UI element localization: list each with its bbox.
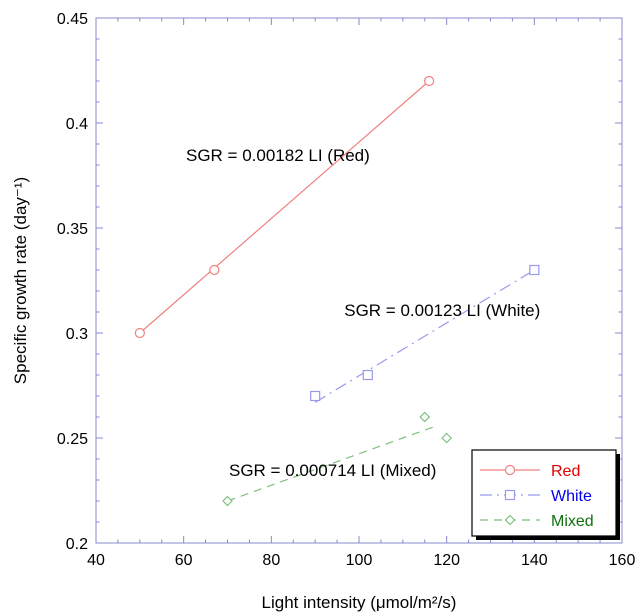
fit-line-mixed (227, 424, 439, 502)
x-tick-label: 100 (346, 552, 373, 569)
data-point (529, 264, 540, 276)
x-tick-label: 40 (87, 552, 105, 569)
annotations: SGR = 0.00182 LI (Red) SGR = 0.00123 LI (… (186, 146, 540, 480)
equation-annotation: SGR = 0.00182 LI (Red) (186, 146, 370, 165)
data-point (424, 75, 435, 87)
legend-label-mixed: Mixed (551, 513, 594, 530)
data-point (441, 432, 453, 444)
x-tick-label: 60 (175, 552, 193, 569)
equation-annotation: SGR = 0.000714 LI (Mixed) (229, 461, 436, 480)
legend-label-red: Red (551, 463, 580, 480)
axes: 40 60 80 100 120 140 160 0.2 0.25 0.3 0.35 0.4 0.45 (57, 11, 636, 569)
legend: Red White Mixed (471, 449, 620, 540)
series-layer (134, 75, 540, 507)
fit-line-white (314, 269, 535, 403)
x-tick-label: 140 (521, 552, 548, 569)
y-tick-label: 0.3 (66, 326, 88, 343)
data-point (419, 411, 431, 423)
series-mixed (222, 411, 453, 507)
data-point (222, 495, 233, 507)
x-axis-title: Light intensity (μmol/m²/s) (262, 593, 457, 612)
data-point (134, 327, 145, 339)
x-tick-label: 80 (262, 552, 280, 569)
data-point (310, 390, 321, 402)
legend-marker-white (504, 489, 516, 501)
data-point (362, 369, 373, 381)
data-point (209, 264, 220, 276)
series-white (310, 264, 540, 403)
y-tick-label: 0.35 (57, 221, 88, 238)
y-tick-label: 0.45 (57, 11, 88, 28)
legend-marker-red (504, 464, 516, 476)
series-red (134, 75, 435, 339)
y-tick-label: 0.25 (57, 431, 88, 448)
y-tick-label: 0.4 (66, 116, 88, 133)
x-tick-label: 160 (609, 552, 636, 569)
x-tick-label: 120 (433, 552, 460, 569)
y-tick-label: 0.2 (66, 536, 88, 553)
y-axis-title: Specific growth rate (day⁻¹) (11, 177, 30, 384)
fit-line-red (139, 80, 430, 334)
legend-label-white: White (551, 488, 592, 505)
legend-box (471, 449, 617, 537)
equation-annotation: SGR = 0.00123 LI (White) (344, 301, 540, 320)
legend-marker-mixed (504, 514, 516, 526)
